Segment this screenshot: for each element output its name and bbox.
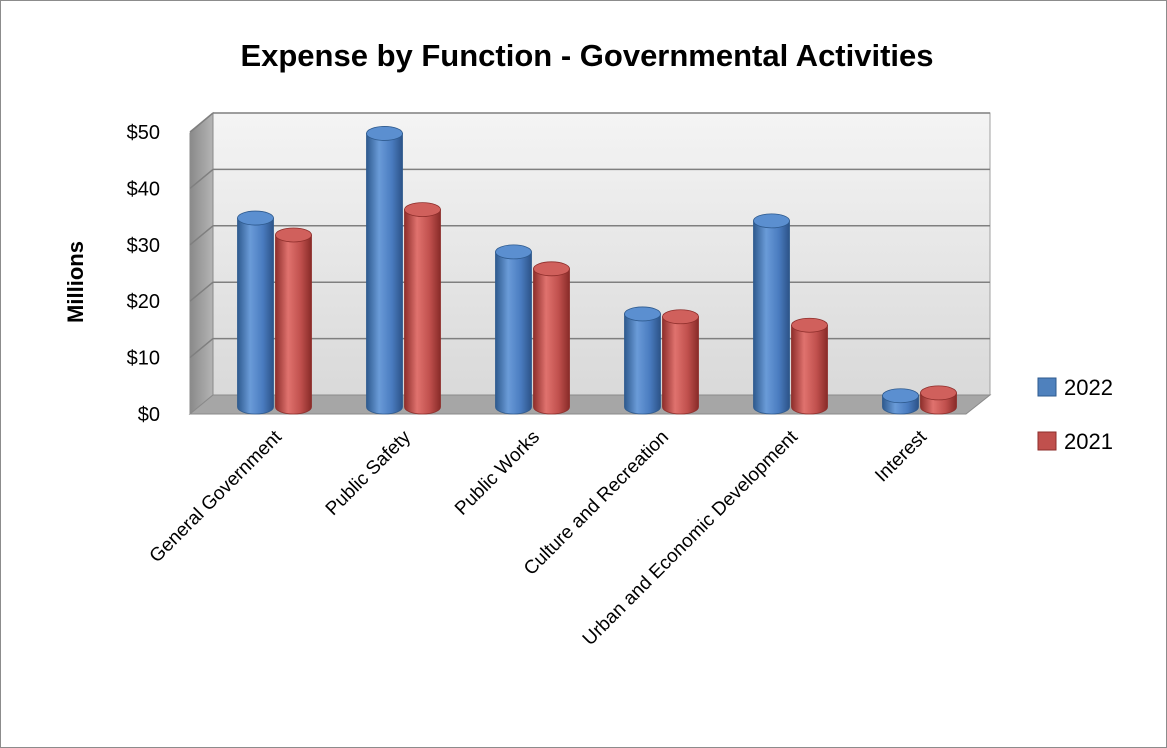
bar-top (753, 213, 790, 229)
chart-side-wall (189, 111, 214, 416)
gridlines (189, 112, 990, 359)
y-tick-label: $0 (138, 404, 160, 426)
bar-2022-general-government (237, 210, 274, 415)
bar-top (275, 227, 312, 243)
y-axis-ticks: $0 $10 $20 $30 $40 $50 (127, 122, 160, 426)
legend-swatch-2021 (1037, 431, 1057, 451)
category-label: Public Works (451, 427, 544, 520)
bar-2021-urban-and-economic-development (791, 317, 828, 415)
bar-body (624, 313, 661, 415)
bar-2022-public-works (495, 244, 532, 415)
y-tick-label: $20 (127, 291, 160, 313)
legend-swatch-2022 (1037, 377, 1057, 397)
bar-top (533, 261, 570, 277)
y-tick-label: $30 (127, 235, 160, 257)
legend-label-2022: 2022 (1064, 375, 1113, 400)
bar-2021-public-works (533, 261, 570, 415)
legend: 2022 2021 (1037, 375, 1113, 454)
bar-2021-public-safety (404, 202, 441, 415)
bar-body (533, 268, 570, 415)
gridline-side (189, 225, 214, 246)
y-tick-label: $40 (127, 178, 160, 200)
bar-2022-culture-and-recreation (624, 306, 661, 415)
bar-top (404, 202, 441, 218)
bar-body (662, 316, 699, 415)
bar-top (662, 309, 699, 325)
legend-label-2021: 2021 (1064, 429, 1113, 454)
category-label: Interest (871, 426, 931, 486)
bar-top (366, 126, 403, 141)
bar-2021-interest (920, 385, 957, 415)
category-label: Urban and Economic Development (579, 426, 803, 650)
category-label: Culture and Recreation (520, 427, 673, 580)
bars (237, 126, 957, 415)
category-label: Public Safety (322, 426, 416, 520)
bar-2021-general-government (275, 227, 312, 415)
gridline-side (189, 281, 214, 302)
bar-body (495, 251, 532, 415)
bar-top (495, 244, 532, 260)
bar-top (791, 317, 828, 333)
bar-body (366, 133, 403, 415)
gridline-side (189, 338, 214, 359)
bar-body (753, 220, 790, 415)
bar-body (404, 209, 441, 415)
bar-2022-urban-and-economic-development (753, 213, 790, 415)
bar-body (791, 324, 828, 415)
category-labels: General Government Public Safety Public Wo… (146, 426, 932, 650)
chart-back-wall (212, 112, 991, 396)
gridline-side (189, 112, 214, 133)
bar-top (920, 385, 957, 401)
bar-top (882, 388, 919, 404)
bar-2021-culture-and-recreation (662, 309, 699, 415)
y-axis-label: Millions (63, 241, 88, 323)
y-tick-label: $10 (127, 348, 160, 370)
y-tick-label: $50 (127, 122, 160, 144)
bar-2022-public-safety (366, 126, 403, 415)
bar-top (624, 306, 661, 322)
chart-title: Expense by Function - Governmental Activ… (240, 38, 933, 73)
bar-top (237, 210, 274, 226)
bar-body (275, 234, 312, 415)
bar-2022-interest (882, 388, 919, 415)
bar-body (237, 217, 274, 415)
gridline-side (189, 168, 214, 189)
category-label: General Government (146, 426, 287, 567)
